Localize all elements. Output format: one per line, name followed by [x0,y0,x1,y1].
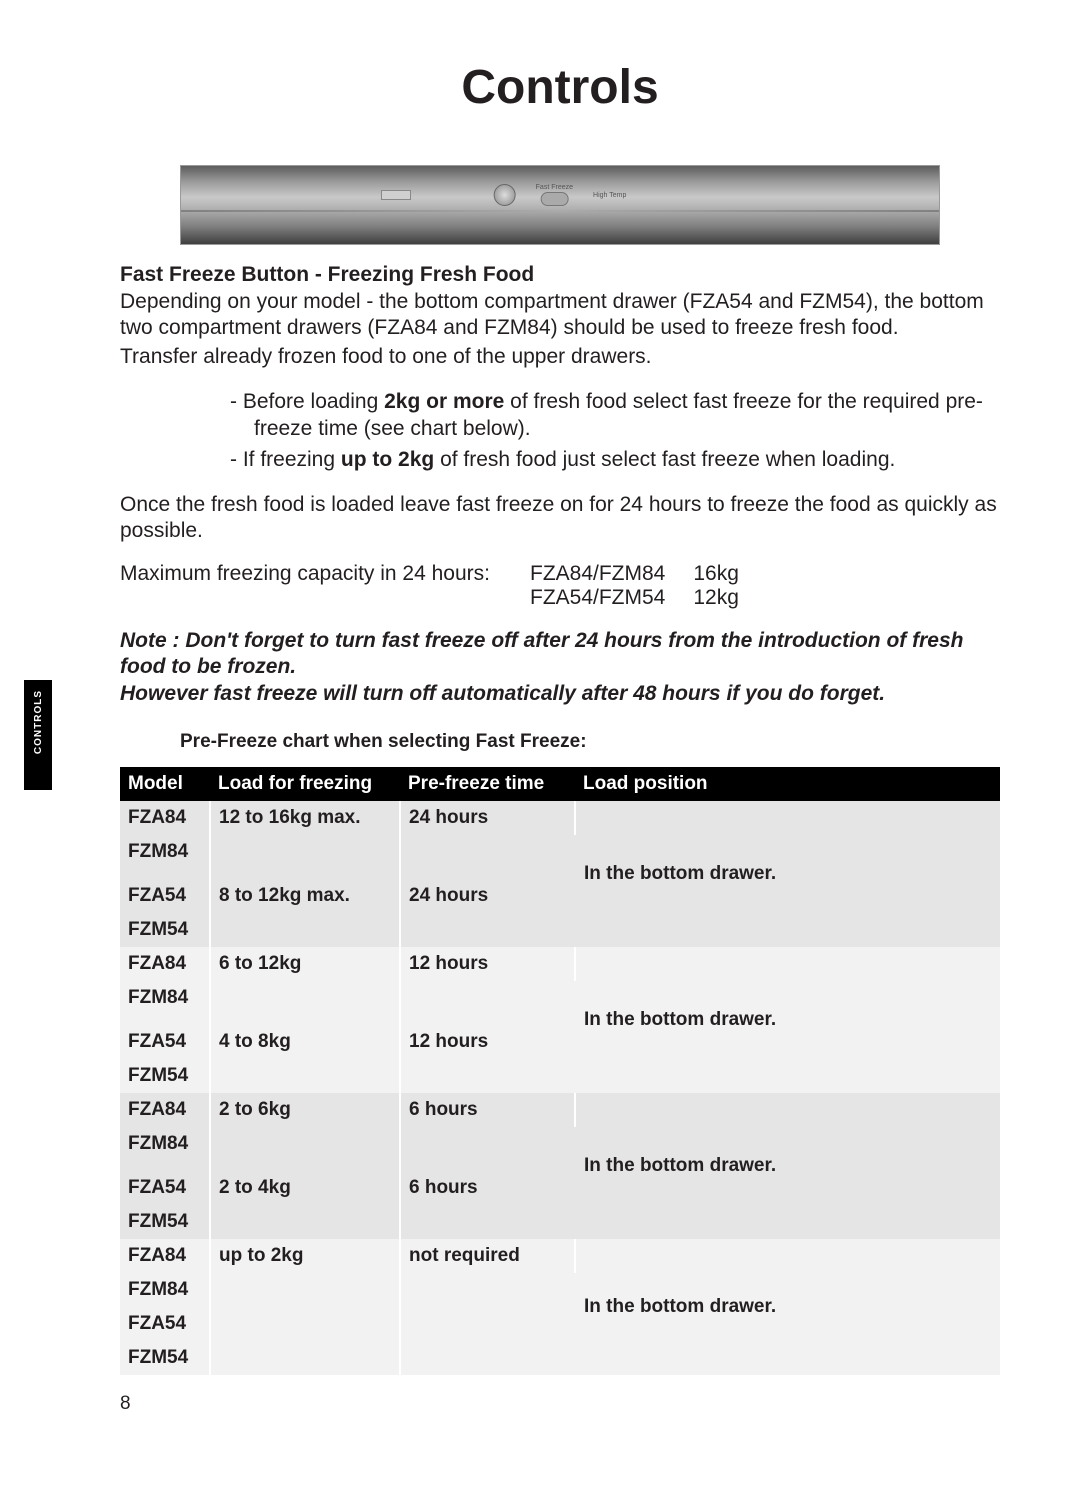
chart-caption: Pre-Freeze chart when selecting Fast Fre… [180,731,1000,753]
cell-load: 6 to 12kg [210,947,400,981]
table-row: FZA84up to 2kgnot requiredIn the bottom … [120,1239,1000,1273]
paragraph-1: Depending on your model - the bottom com… [120,289,1000,342]
bullet-2-bold: up to 2kg [341,448,434,471]
note-line-2: However fast freeze will turn off automa… [120,682,885,705]
cell-model: FZA84 [120,947,210,981]
cell-time: 12 hours [400,1025,575,1059]
cell-model: FZM54 [120,1341,210,1375]
cell-time: 24 hours [400,879,575,913]
page-number: 8 [120,1393,1000,1415]
panel-button-icon [381,190,411,200]
cell-time [400,1205,575,1239]
cell-load [210,835,400,869]
prefreeze-table: Model Load for freezing Pre-freeze time … [120,767,1000,1375]
cell-time [400,1127,575,1161]
fast-freeze-button-icon [540,192,568,206]
note-block: Note : Don't forget to turn fast freeze … [120,628,1000,707]
cell-load: up to 2kg [210,1239,400,1273]
cell-load [210,1127,400,1161]
cell-time [400,1307,575,1341]
cell-model: FZM84 [120,1127,210,1161]
cell-position: In the bottom drawer. [575,801,1000,947]
cell-time: 6 hours [400,1093,575,1127]
cell-time: not required [400,1239,575,1273]
bullet-2-post: of fresh food just select fast freeze wh… [434,448,895,471]
table-row: FZA8412 to 16kg max.24 hoursIn the botto… [120,801,1000,835]
table-row: FZA846 to 12kg12 hoursIn the bottom draw… [120,947,1000,981]
capacity-value-1: 12kg [693,586,739,610]
cell-model: FZM54 [120,913,210,947]
cell-load [210,1205,400,1239]
capacity-block: Maximum freezing capacity in 24 hours: F… [120,562,1000,610]
bullet-1: Before loading 2kg or more of fresh food… [230,388,1000,443]
cell-model: FZA54 [120,879,210,913]
paragraph-2: Transfer already frozen food to one of t… [120,344,1000,370]
cell-model: FZA84 [120,801,210,835]
control-panel-photo: Fast Freeze High Temp [180,165,940,245]
side-tab-controls: CONTROLS [24,680,52,790]
cell-time [400,835,575,869]
section-heading: Fast Freeze Button - Freezing Fresh Food [120,263,1000,287]
cell-time [400,981,575,1015]
cell-time: 6 hours [400,1171,575,1205]
cell-model: FZM84 [120,981,210,1015]
cell-position: In the bottom drawer. [575,1093,1000,1239]
cell-load: 8 to 12kg max. [210,879,400,913]
cell-model: FZM54 [120,1059,210,1093]
cell-position: In the bottom drawer. [575,947,1000,1093]
cell-time [400,1341,575,1375]
col-position: Load position [575,767,1000,801]
cell-time [400,913,575,947]
side-tab-label: CONTROLS [33,680,44,764]
cell-load [210,1059,400,1093]
cell-load: 12 to 16kg max. [210,801,400,835]
cell-position: In the bottom drawer. [575,1239,1000,1375]
cell-time [400,1059,575,1093]
col-time: Pre-freeze time [400,767,575,801]
panel-label-fastfreeze: Fast Freeze [536,184,573,191]
bullet-1-bold: 2kg or more [384,390,504,413]
cell-model: FZA84 [120,1093,210,1127]
panel-label-hightemp: High Temp [593,192,626,199]
cell-time [400,1273,575,1307]
cell-time: 12 hours [400,947,575,981]
bullet-2: If freezing up to 2kg of fresh food just… [230,446,1000,473]
cell-model: FZM84 [120,1273,210,1307]
page-title: Controls [120,60,1000,115]
cell-load [210,1341,400,1375]
cell-load [210,913,400,947]
cell-load: 2 to 6kg [210,1093,400,1127]
note-line-1: Note : Don't forget to turn fast freeze … [120,629,963,678]
cell-load [210,1273,400,1307]
table-row: FZA842 to 6kg6 hoursIn the bottom drawer… [120,1093,1000,1127]
paragraph-3: Once the fresh food is loaded leave fast… [120,492,1000,545]
bullet-1-pre: Before loading [243,390,384,413]
cell-load: 2 to 4kg [210,1171,400,1205]
col-load: Load for freezing [210,767,400,801]
cell-time: 24 hours [400,801,575,835]
capacity-grid: FZA84/FZM84 16kg FZA54/FZM54 12kg [530,562,739,610]
col-model: Model [120,767,210,801]
capacity-value-0: 16kg [693,562,739,586]
cell-model: FZM54 [120,1205,210,1239]
bullet-2-pre: If freezing [243,448,341,471]
cell-load: 4 to 8kg [210,1025,400,1059]
table-header-row: Model Load for freezing Pre-freeze time … [120,767,1000,801]
bullet-list: Before loading 2kg or more of fresh food… [120,388,1000,474]
cell-model: FZA54 [120,1025,210,1059]
cell-load [210,981,400,1015]
cell-model: FZA54 [120,1171,210,1205]
capacity-model-1: FZA54/FZM54 [530,586,665,610]
page: Controls Fast Freeze High Temp Fast Free… [0,0,1080,1445]
panel-center-icons: Fast Freeze High Temp [494,184,627,206]
capacity-model-0: FZA84/FZM84 [530,562,665,586]
thermostat-dial-icon [494,184,516,206]
cell-model: FZM84 [120,835,210,869]
capacity-label: Maximum freezing capacity in 24 hours: [120,562,530,610]
cell-load [210,1307,400,1341]
cell-model: FZA84 [120,1239,210,1273]
cell-model: FZA54 [120,1307,210,1341]
